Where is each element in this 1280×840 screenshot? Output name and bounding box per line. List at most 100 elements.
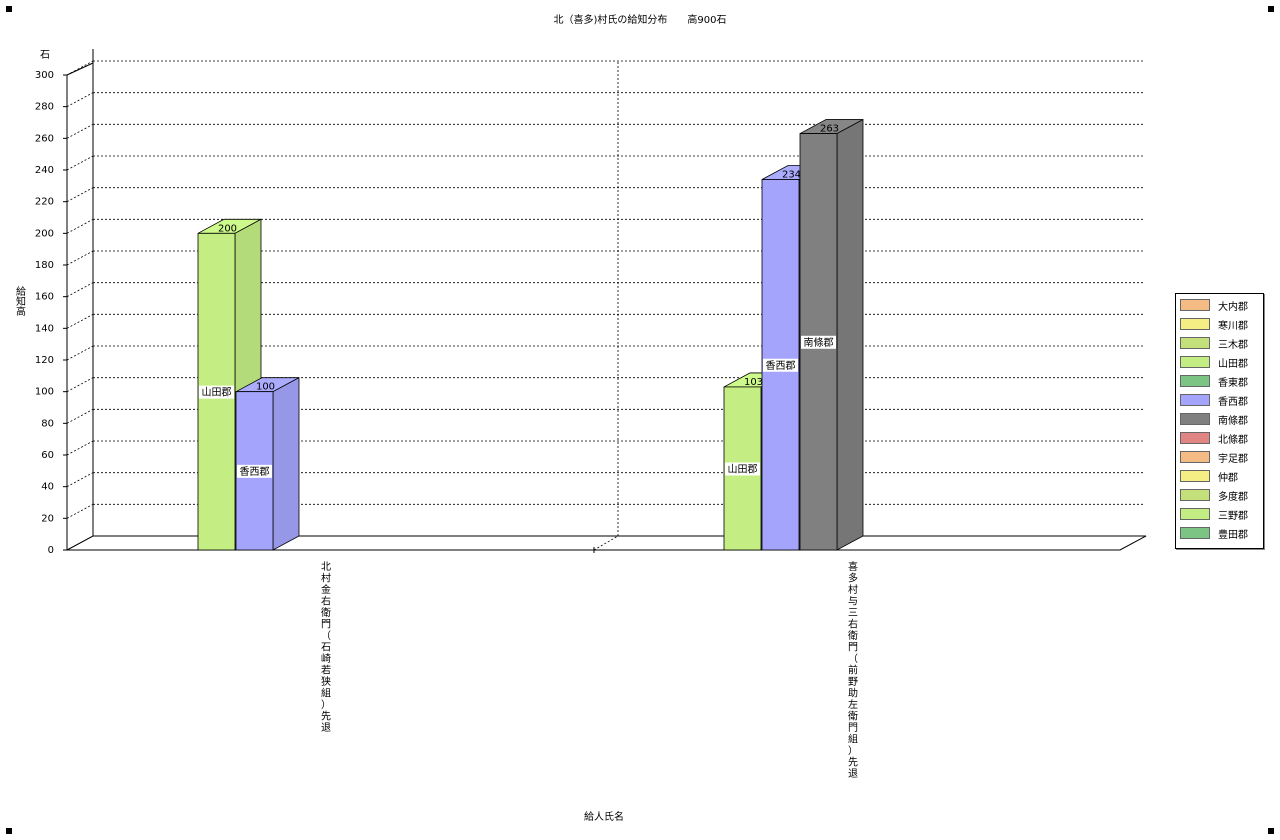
gridline-depth (66, 408, 94, 424)
bar-value-label: 234 (782, 170, 801, 181)
category-label-char: （ (321, 630, 331, 642)
chart-title: 北（喜多)村氏の給知分布 高900石 (553, 15, 727, 26)
gridline-depth (66, 503, 94, 519)
legend-item: 南條郡 (1180, 412, 1248, 427)
legend-item: 多度郡 (1180, 488, 1248, 503)
legend-label: 宇足郡 (1218, 453, 1248, 465)
category-label-char: 北 (321, 561, 331, 573)
y-tick-label: 200 (35, 228, 54, 239)
y-tick-label: 180 (35, 260, 54, 271)
corner-handle-bottom-right[interactable] (1268, 828, 1274, 834)
bar-value-label: 103 (744, 377, 763, 388)
y-tick-label: 280 (35, 102, 54, 113)
y-tick-label: 120 (35, 355, 54, 366)
category-label-char: 野 (848, 676, 858, 688)
legend-item: 大内郡 (1180, 298, 1248, 313)
category-label-char: 衛 (848, 629, 858, 642)
legend-label: 北條郡 (1218, 434, 1248, 446)
legend-item: 寒川郡 (1180, 317, 1248, 332)
y-tick-label: 300 (35, 70, 54, 81)
gridline-depth (66, 155, 94, 171)
y-tick-label: 260 (35, 133, 54, 144)
category-label-char: 組 (848, 733, 858, 746)
legend-swatch (1180, 356, 1210, 368)
legend-label: 仲郡 (1218, 472, 1238, 484)
gridline-depth (66, 345, 94, 361)
y-tick-label: 60 (41, 450, 54, 461)
corner-handle-bottom-left[interactable] (6, 828, 12, 834)
category-label-char: 若 (321, 664, 331, 677)
legend-swatch (1180, 318, 1210, 330)
category-label-char: 左 (848, 698, 858, 711)
category-label-char: 衛 (321, 606, 331, 619)
y-axis-unit: 石 (40, 50, 50, 61)
category-label-char: 衛 (848, 710, 858, 723)
legend-item: 豊田郡 (1180, 526, 1248, 541)
legend-swatch (1180, 337, 1210, 349)
bar-inner-label-bg (199, 385, 234, 399)
bar-side (836, 118, 864, 551)
legend-swatch (1180, 394, 1210, 406)
corner-handle-top-right[interactable] (1268, 6, 1274, 12)
category-label-char: 前 (848, 664, 858, 677)
category-label-char: 崎 (321, 652, 331, 665)
bar-inner-label: 山田郡 (728, 463, 758, 475)
y-tick-label: 160 (35, 292, 54, 303)
gridline-depth (66, 282, 94, 298)
bar-inner-label: 南條郡 (804, 336, 834, 349)
y-tick-label: 40 (41, 482, 54, 493)
legend-swatch (1180, 527, 1210, 539)
category-label-char: 村 (321, 572, 331, 585)
legend-swatch (1180, 470, 1210, 482)
bar-side (272, 376, 300, 551)
gridline-depth (66, 472, 94, 488)
legend-swatch (1180, 432, 1210, 444)
legend-label: 香西郡 (1218, 396, 1248, 408)
legend-label: 三木郡 (1218, 339, 1248, 351)
bar-inner-label: 香西郡 (766, 360, 796, 372)
gridline-depth (66, 250, 94, 266)
legend-item: 香西郡 (1180, 393, 1248, 408)
bar-inner-label-bg (801, 335, 836, 349)
category-label-char: ） (848, 745, 858, 757)
category-label-char: 門 (848, 722, 858, 734)
legend-swatch (1180, 489, 1210, 501)
bar-value-label: 200 (218, 223, 237, 234)
legend-item: 三木郡 (1180, 336, 1248, 351)
y-tick-label: 20 (41, 513, 54, 524)
category-label-char: 組 (321, 687, 331, 700)
y-tick-label: 220 (35, 197, 54, 208)
category-label-char: 喜 (848, 560, 858, 573)
category-label-char: 村 (848, 583, 858, 596)
category-label-char: 金 (321, 583, 331, 596)
x-axis-label: 給人氏名 (584, 812, 624, 823)
category-label-char: ） (321, 699, 331, 711)
bar-value-label: 263 (820, 124, 839, 135)
legend-label: 南條郡 (1218, 415, 1248, 427)
bar-inner-label: 山田郡 (202, 387, 232, 399)
bar-inner-label-bg (237, 464, 272, 478)
bar-inner-label-bg (763, 358, 798, 372)
legend-item: 香東郡 (1180, 374, 1248, 389)
category-label-char: 退 (848, 768, 858, 780)
legend-label: 寒川郡 (1218, 320, 1248, 332)
category-label-char: 先 (848, 757, 858, 769)
bar-inner-label: 香西郡 (240, 466, 270, 478)
legend-label: 香東郡 (1218, 377, 1248, 389)
y-tick-label: 100 (35, 387, 54, 398)
legend-item: 三野郡 (1180, 507, 1248, 522)
gridline-depth (66, 313, 94, 329)
bar-value-label: 100 (256, 382, 275, 393)
category-label-char: 石 (321, 643, 331, 654)
legend-swatch (1180, 451, 1210, 463)
corner-handle-top-left[interactable] (6, 6, 12, 12)
category-label-char: 三 (848, 608, 858, 619)
y-tick-label: 140 (35, 323, 54, 334)
y-tick-label: 240 (35, 165, 54, 176)
category-label-char: 狭 (321, 675, 331, 688)
legend-swatch (1180, 508, 1210, 520)
gridline-depth (66, 377, 94, 393)
category-label-char: （ (848, 653, 858, 665)
gridline-depth (66, 123, 94, 139)
